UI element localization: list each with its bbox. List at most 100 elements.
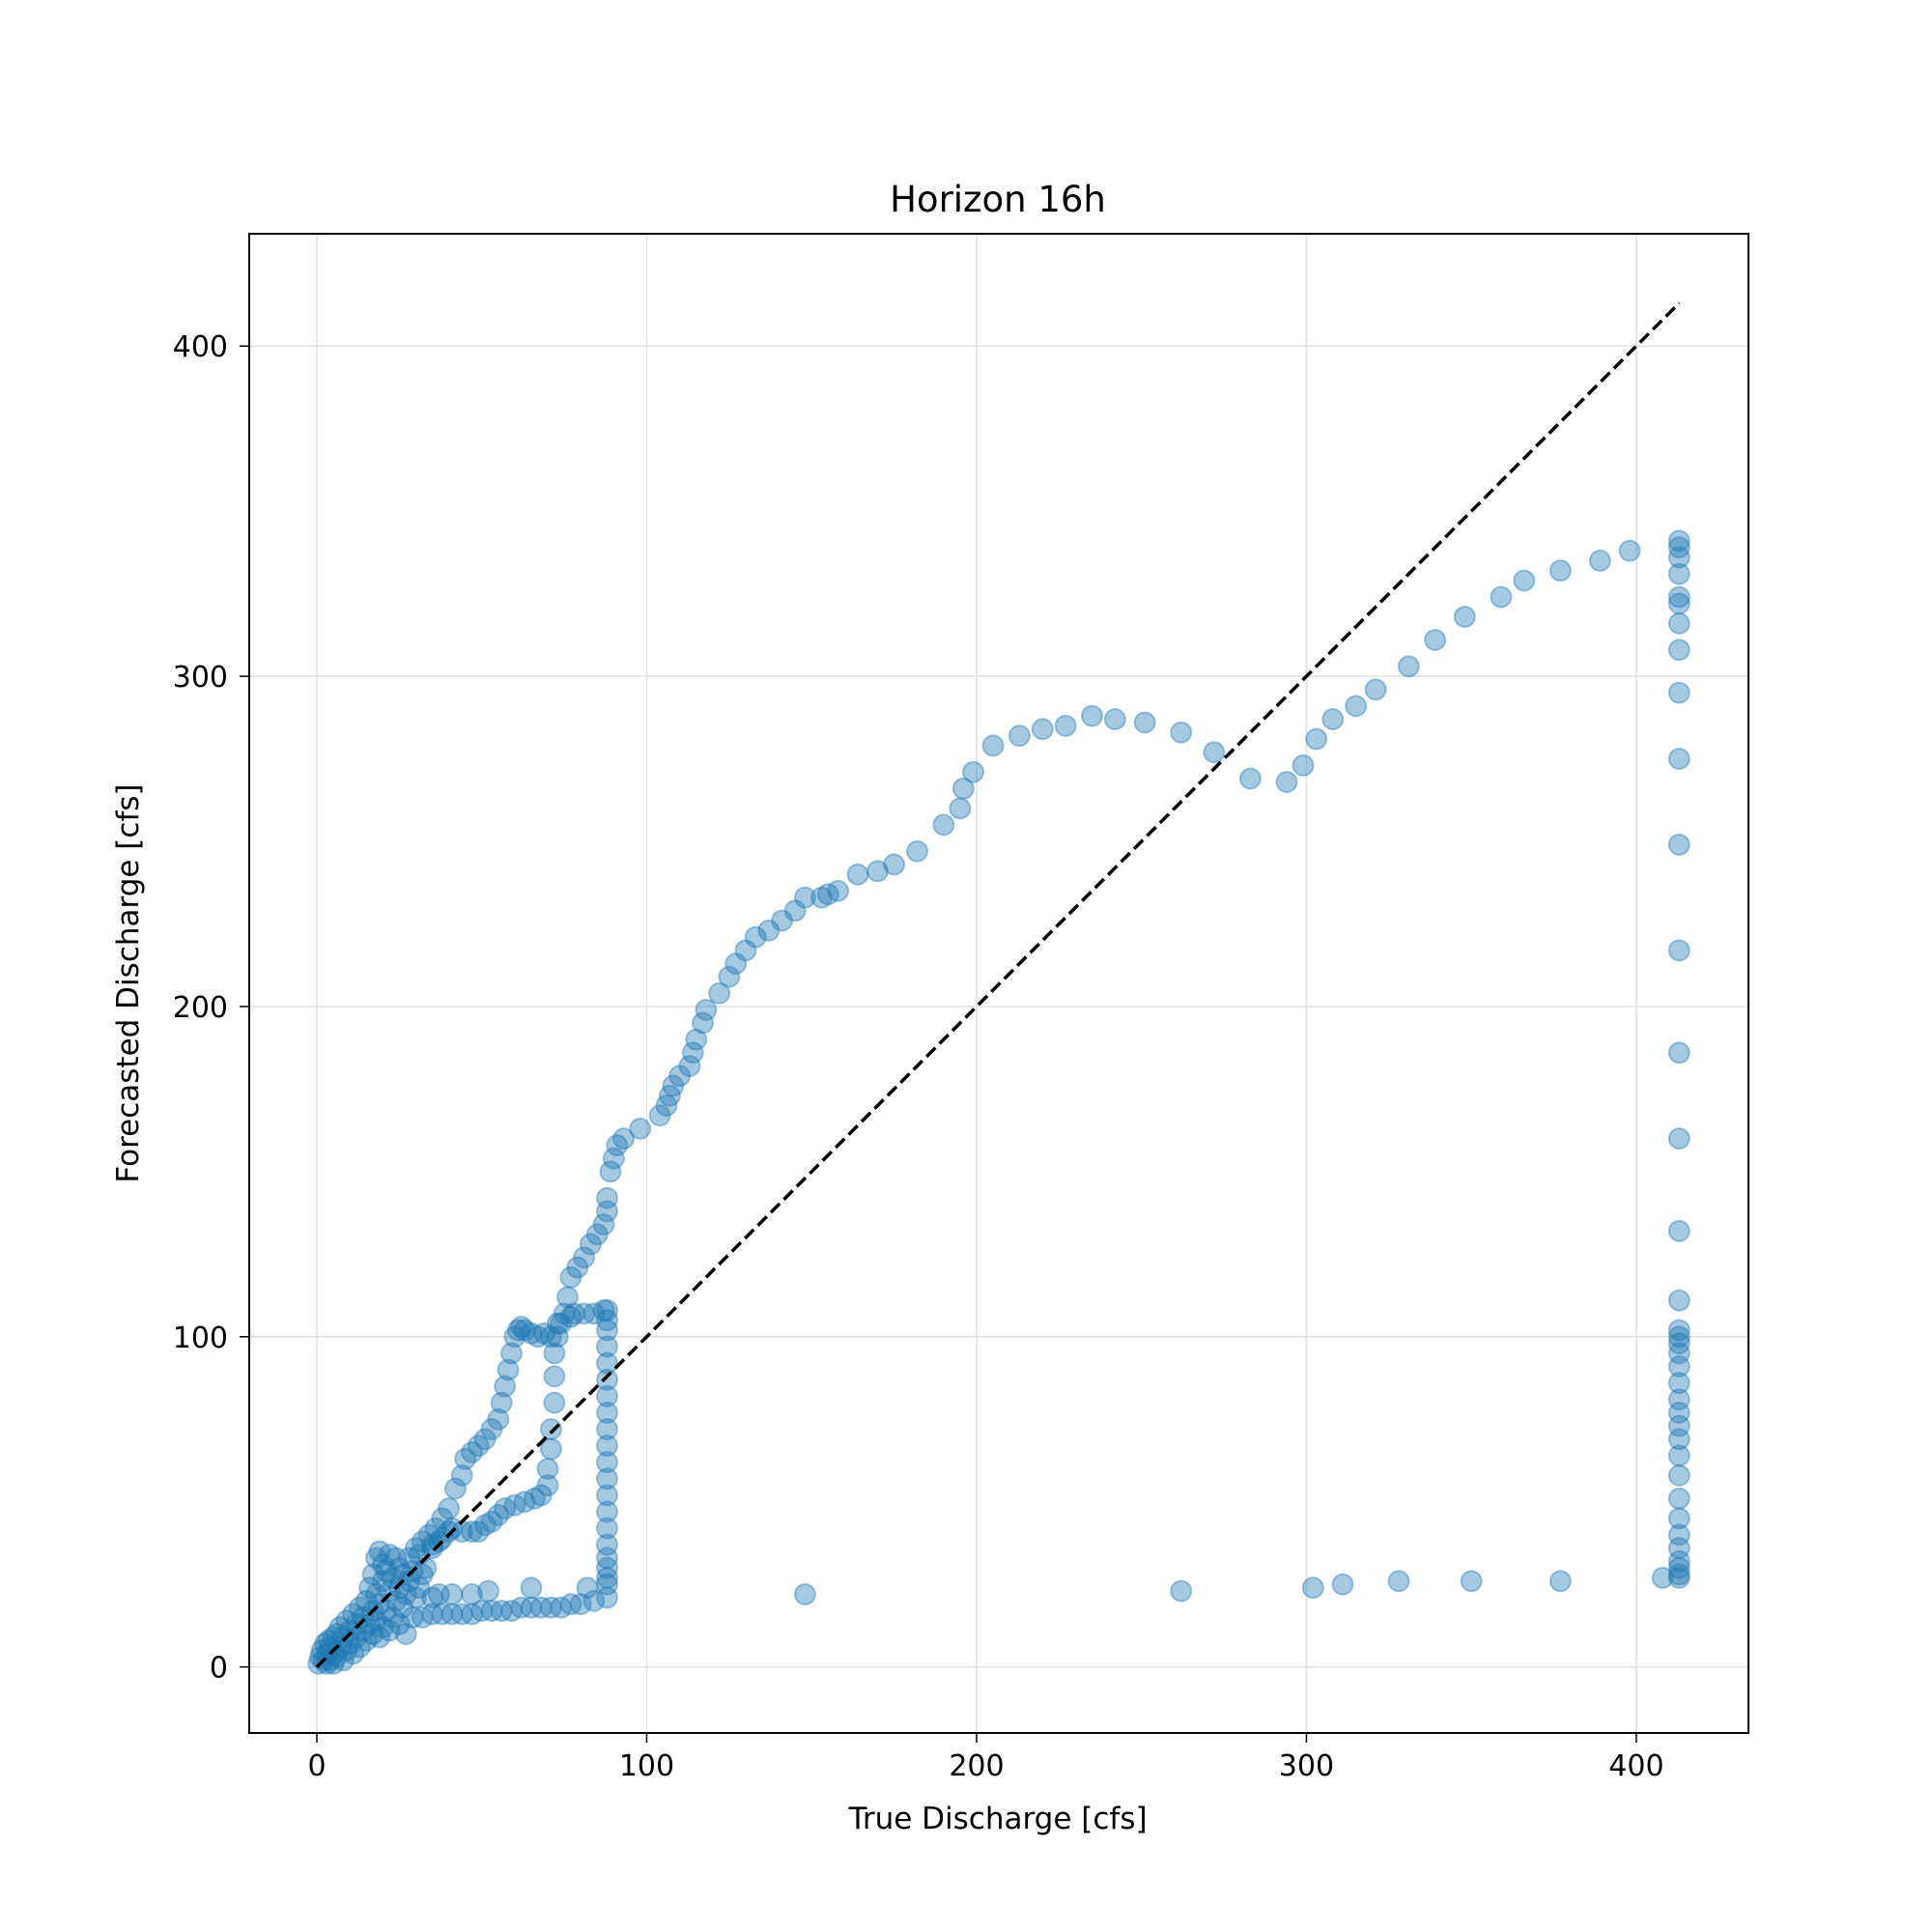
data-point (1387, 1570, 1410, 1593)
plot-frame (248, 233, 1749, 1734)
y-tick-label: 400 (173, 330, 228, 364)
data-point (1292, 753, 1315, 777)
data-point (867, 860, 890, 883)
data-point (1275, 770, 1298, 793)
data-point (328, 1616, 352, 1639)
data-point (404, 1586, 427, 1609)
data-point (1667, 1219, 1690, 1242)
data-point (595, 1351, 618, 1375)
data-point (539, 1437, 562, 1461)
data-point (503, 1493, 526, 1517)
y-tick-label: 100 (173, 1321, 228, 1355)
data-point (1667, 1355, 1690, 1378)
data-point (364, 1547, 387, 1570)
data-point (506, 1319, 529, 1342)
data-point (595, 1186, 618, 1209)
data-point (585, 1223, 609, 1246)
data-point (427, 1530, 450, 1553)
data-point (438, 1497, 461, 1520)
data-point (695, 998, 718, 1021)
data-point (384, 1589, 408, 1612)
x-tick-label: 0 (307, 1749, 326, 1783)
data-point (328, 1635, 352, 1659)
data-point (438, 1520, 461, 1543)
data-point (520, 1321, 543, 1345)
data-point (556, 1286, 580, 1309)
data-point (364, 1609, 387, 1633)
data-point (1667, 681, 1690, 704)
data-point (454, 1447, 477, 1470)
data-point (387, 1556, 411, 1579)
data-point (1133, 711, 1156, 734)
data-point (566, 1256, 589, 1279)
data-point (355, 1629, 378, 1652)
data-point (595, 1335, 618, 1358)
x-axis-ticks: 0 100 200 300 400 (307, 1733, 1664, 1783)
data-point (1667, 562, 1690, 585)
data-point (595, 1401, 618, 1424)
data-point (322, 1626, 345, 1649)
data-point (342, 1642, 365, 1665)
data-point (368, 1540, 391, 1563)
data-point (345, 1612, 368, 1635)
data-point (1305, 727, 1328, 751)
data-point (490, 1600, 513, 1623)
data-point (569, 1593, 592, 1616)
data-point (520, 1577, 543, 1600)
data-point (1321, 708, 1345, 731)
data-point (361, 1622, 384, 1645)
data-point (595, 1298, 618, 1321)
data-point (1667, 1507, 1690, 1530)
data-point (846, 863, 869, 886)
data-point (319, 1635, 342, 1659)
data-point (1667, 748, 1690, 771)
data-point (1667, 592, 1690, 615)
data-point (658, 1084, 681, 1107)
data-point (1667, 1463, 1690, 1487)
data-point (1080, 704, 1103, 727)
data-point (499, 1342, 523, 1365)
data-point (1548, 1570, 1572, 1593)
data-point (1667, 1127, 1690, 1151)
data-point (949, 797, 972, 820)
data-point (473, 1428, 497, 1451)
data-point (576, 1577, 599, 1600)
data-point (470, 1600, 494, 1623)
data-point (1667, 546, 1690, 569)
data-point (681, 1041, 704, 1065)
data-point (1588, 549, 1611, 572)
data-point (394, 1622, 417, 1645)
data-point (1667, 585, 1690, 609)
data-point (394, 1582, 417, 1605)
data-point (431, 1507, 454, 1530)
data-point (1667, 639, 1690, 662)
data-point (770, 909, 793, 932)
data-point (421, 1533, 444, 1556)
data-point (427, 1582, 450, 1605)
x-tick-label: 400 (1608, 1749, 1663, 1783)
data-point (523, 1487, 546, 1510)
data-point (315, 1642, 338, 1665)
data-point (480, 1600, 503, 1623)
data-point (592, 1298, 615, 1321)
data-point (1460, 1570, 1483, 1593)
data-point (1667, 1372, 1690, 1395)
data-point (513, 1491, 536, 1514)
data-point (443, 1477, 467, 1500)
data-point (1618, 539, 1641, 562)
data-point (595, 1573, 618, 1596)
data-point (352, 1605, 375, 1629)
data-point (536, 1474, 559, 1497)
data-point (487, 1407, 510, 1431)
data-point (490, 1391, 513, 1414)
data-point (338, 1619, 361, 1642)
y-tick-label: 0 (210, 1652, 228, 1686)
data-point (1453, 606, 1476, 629)
data-point (550, 1312, 573, 1335)
data-point (1667, 1523, 1690, 1547)
y-tick-label: 200 (173, 991, 228, 1025)
data-point (414, 1556, 438, 1579)
data-point (520, 1596, 543, 1619)
data-point (1170, 721, 1193, 744)
data-point (371, 1570, 394, 1593)
